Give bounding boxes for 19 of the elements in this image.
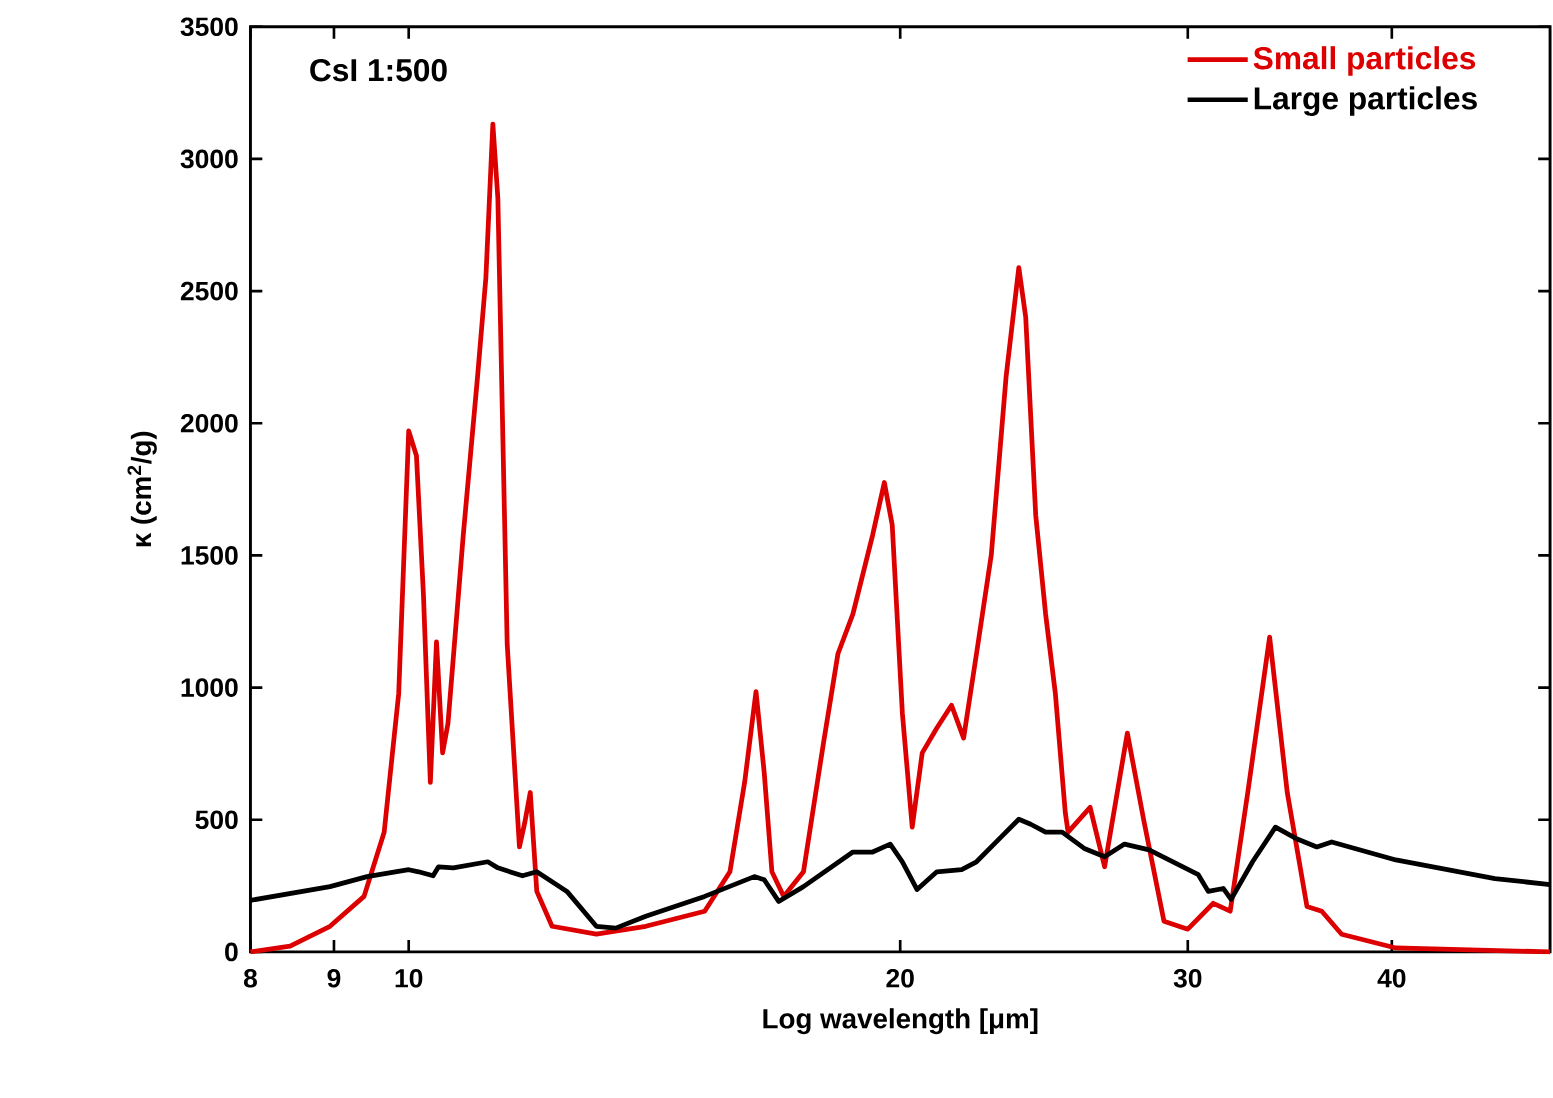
x-tick-label: 20 bbox=[886, 969, 914, 988]
legend-label: Large particles bbox=[1254, 86, 1477, 117]
x-tick-label: 10 bbox=[395, 969, 423, 988]
y-tick-label: 1000 bbox=[181, 678, 238, 698]
x-axis-title: Log wavelength [μm] bbox=[763, 1008, 1038, 1035]
y-tick-label: 1500 bbox=[181, 546, 238, 565]
x-tick-label: 8 bbox=[243, 969, 257, 988]
x-tick-label: 40 bbox=[1377, 969, 1406, 988]
x-tick-label: 30 bbox=[1173, 969, 1202, 988]
y-tick-label: 2500 bbox=[180, 281, 238, 301]
y-axis-title: κ (cm$^{2}$/g) bbox=[127, 432, 157, 547]
y-tick-label: 0 bbox=[225, 942, 238, 962]
x-tick-label: 9 bbox=[327, 969, 341, 988]
annotation: CsI 1:500 bbox=[310, 59, 447, 82]
y-tick-label: 3000 bbox=[180, 149, 238, 169]
y-tick-label: 2000 bbox=[180, 414, 238, 433]
y-tick-label: 500 bbox=[195, 810, 238, 830]
y-tick-label: 3500 bbox=[180, 17, 238, 37]
legend-label: Small particles bbox=[1253, 46, 1476, 76]
